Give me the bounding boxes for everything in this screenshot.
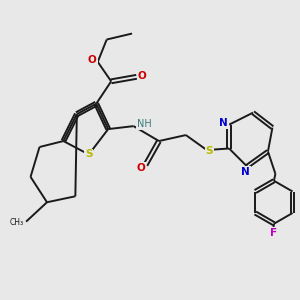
Text: N: N [241, 167, 250, 177]
Text: O: O [138, 71, 146, 81]
Text: F: F [270, 228, 277, 238]
Text: S: S [85, 149, 92, 160]
Text: O: O [88, 56, 97, 65]
Text: CH₃: CH₃ [10, 218, 24, 227]
Text: N: N [219, 118, 228, 128]
Text: S: S [206, 146, 213, 156]
Text: NH: NH [137, 119, 152, 129]
Text: O: O [137, 163, 146, 173]
